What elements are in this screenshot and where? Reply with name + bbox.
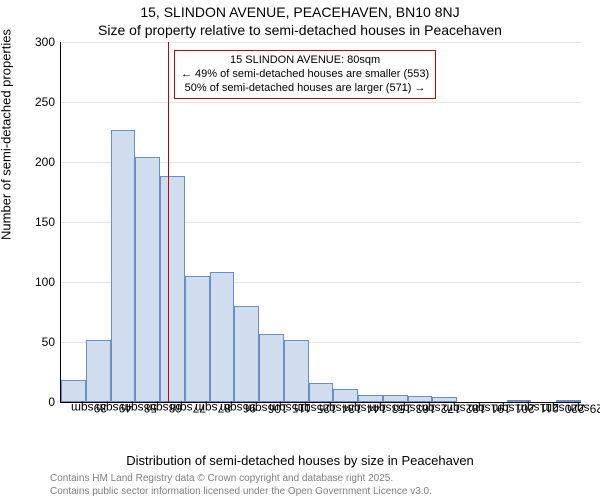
y-tick-label: 0 — [48, 395, 55, 409]
bar — [86, 340, 111, 402]
chart-title-line1: 15, SLINDON AVENUE, PEACEHAVEN, BN10 8NJ — [0, 4, 600, 20]
x-axis-label: Distribution of semi-detached houses by … — [0, 453, 600, 468]
y-axis-label: Number of semi-detached properties — [0, 29, 14, 240]
bar — [309, 383, 334, 402]
marker-line — [168, 42, 169, 402]
annotation-line3: 50% of semi-detached houses are larger (… — [181, 82, 429, 96]
y-tick-label: 200 — [35, 155, 55, 169]
y-tick-label: 150 — [35, 215, 55, 229]
attribution-line1: Contains HM Land Registry data © Crown c… — [50, 473, 432, 486]
y-tick-label: 100 — [35, 275, 55, 289]
y-tick-label: 250 — [35, 95, 55, 109]
bar — [333, 389, 358, 402]
bar — [234, 306, 259, 402]
bar — [61, 380, 86, 402]
bar — [284, 340, 309, 402]
plot-area: 15 SLINDON AVENUE: 80sqm← 49% of semi-de… — [60, 42, 581, 403]
bar — [111, 130, 136, 402]
chart-subtitle: Size of property relative to semi-detach… — [0, 22, 600, 38]
y-tick-label: 300 — [35, 35, 55, 49]
bar — [210, 272, 235, 402]
attribution: Contains HM Land Registry data © Crown c… — [50, 473, 432, 498]
annotation-line2: ← 49% of semi-detached houses are smalle… — [181, 68, 429, 82]
bar — [259, 334, 284, 402]
annotation-box: 15 SLINDON AVENUE: 80sqm← 49% of semi-de… — [174, 50, 436, 99]
y-tick-label: 50 — [42, 335, 55, 349]
bar — [160, 176, 185, 402]
bar — [185, 276, 210, 402]
chart-container: 15, SLINDON AVENUE, PEACEHAVEN, BN10 8NJ… — [0, 0, 600, 500]
annotation-line1: 15 SLINDON AVENUE: 80sqm — [181, 54, 429, 68]
bar — [135, 157, 160, 402]
attribution-line2: Contains public sector information licen… — [50, 486, 432, 499]
